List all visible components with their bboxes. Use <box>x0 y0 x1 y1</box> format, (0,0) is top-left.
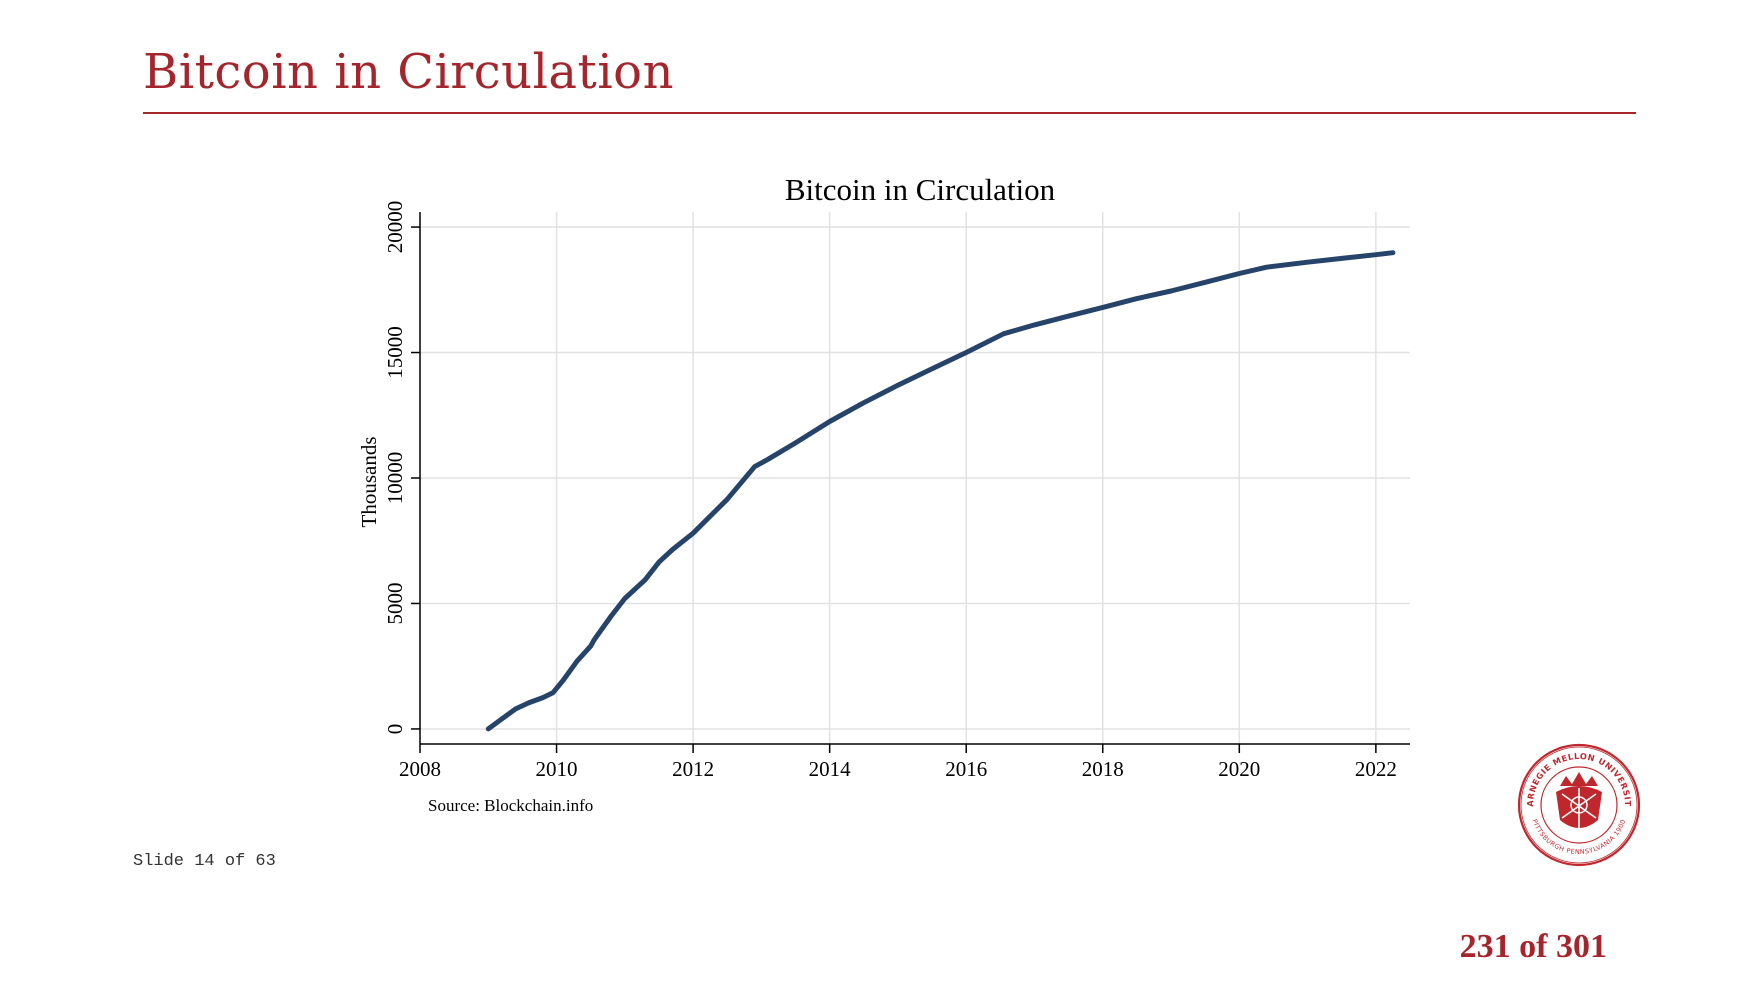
x-tick-label: 2020 <box>1218 757 1260 781</box>
x-tick-label: 2008 <box>399 757 441 781</box>
axes <box>411 212 1410 753</box>
y-tick-label: 20000 <box>383 201 407 254</box>
university-seal-logo: CARNEGIE MELLON UNIVERSITY PITTSBURGH PE… <box>1516 742 1641 867</box>
y-tick-label: 15000 <box>383 326 407 379</box>
x-tick-label: 2018 <box>1082 757 1124 781</box>
y-tick-label: 10000 <box>383 452 407 505</box>
x-tick-label: 2016 <box>945 757 987 781</box>
page-number: 231 of 301 <box>1459 928 1607 965</box>
title-divider <box>143 112 1636 114</box>
tick-labels: 2008 2010 2012 2014 2016 2018 2020 2022 0 5000 100… <box>383 201 1397 781</box>
y-tick-label: 0 <box>383 724 407 735</box>
y-tick-label: 5000 <box>383 582 407 624</box>
series-layer <box>485 250 1396 732</box>
x-tick-label: 2022 <box>1355 757 1397 781</box>
series-line <box>485 250 1396 732</box>
x-tick-label: 2010 <box>536 757 578 781</box>
y-axis-label: Thousands <box>357 437 381 528</box>
grid-lines <box>420 212 1410 744</box>
source-note: Source: Blockchain.info <box>428 796 593 815</box>
chart-title: Bitcoin in Circulation <box>785 172 1056 207</box>
slide-title: Bitcoin in Circulation <box>143 44 674 100</box>
x-tick-label: 2012 <box>672 757 714 781</box>
x-tick-label: 2014 <box>809 757 852 781</box>
slide-counter: Slide 14 of 63 <box>133 852 276 871</box>
